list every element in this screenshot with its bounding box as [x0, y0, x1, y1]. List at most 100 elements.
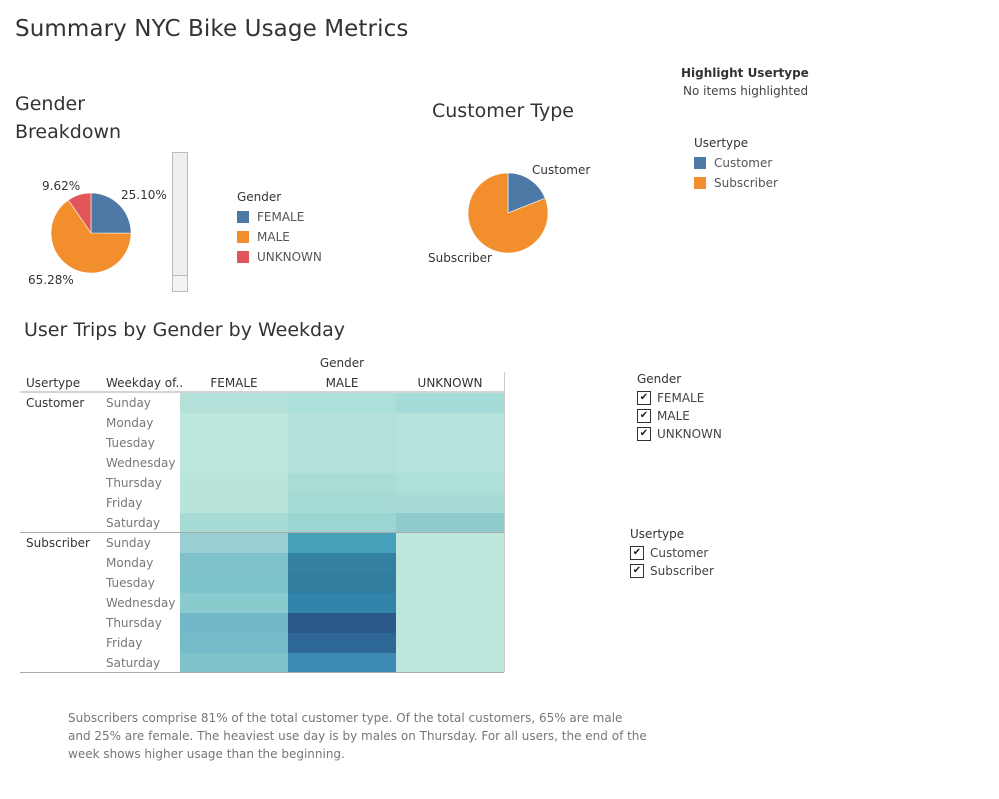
heatmap-cell[interactable] [396, 493, 504, 513]
heatmap-cell[interactable] [396, 513, 504, 533]
gender-breakdown-title-line1: Gender [15, 93, 86, 115]
filter-gender-female[interactable]: ✔ FEMALE [637, 389, 722, 407]
heatmap-cell[interactable] [288, 453, 396, 473]
heatmap-cell[interactable] [180, 453, 288, 473]
legend-label-unknown: UNKNOWN [257, 250, 322, 264]
highlight-usertype[interactable]: Highlight Usertype No items highlighted [681, 66, 809, 98]
dashboard-title: Summary NYC Bike Usage Metrics [15, 16, 409, 42]
pie-label-unknown: 9.62% [42, 179, 80, 193]
filter-gender-unknown[interactable]: ✔ UNKNOWN [637, 425, 722, 443]
heatmap-col-unknown: UNKNOWN [418, 376, 483, 390]
heatmap-cell[interactable] [288, 553, 396, 573]
heatmap-cell[interactable] [288, 513, 396, 533]
heatmap-chart[interactable]: Gender Usertype Weekday of.. FEMALE MALE… [0, 350, 520, 680]
scrollbar-thumb[interactable] [173, 153, 187, 276]
heatmap-cell[interactable] [180, 573, 288, 593]
checkbox-checked-icon[interactable]: ✔ [637, 391, 651, 405]
pie-label-female: 25.10% [121, 188, 167, 202]
heatmap-cell[interactable] [396, 553, 504, 573]
heatmap-cell[interactable] [288, 433, 396, 453]
heatmap-cell[interactable] [396, 433, 504, 453]
heatmap-day-label: Sunday [106, 536, 151, 550]
gender-pie-slice-female[interactable] [90, 192, 132, 234]
heatmap-cell[interactable] [288, 473, 396, 493]
heatmap-day-label: Tuesday [105, 436, 155, 450]
heatmap-cell[interactable] [180, 593, 288, 613]
heatmap-cell[interactable] [180, 633, 288, 653]
usertype-filter: Usertype ✔ Customer ✔ Subscriber [630, 527, 714, 580]
heatmap-col-male: MALE [326, 376, 359, 390]
heatmap-cell[interactable] [288, 393, 396, 413]
filter-usertype-customer[interactable]: ✔ Customer [630, 544, 714, 562]
heatmap-cell[interactable] [180, 613, 288, 633]
heatmap-cell[interactable] [396, 633, 504, 653]
gender-filter: Gender ✔ FEMALE ✔ MALE ✔ UNKNOWN [637, 372, 722, 443]
filter-gender-male[interactable]: ✔ MALE [637, 407, 722, 425]
legend-label-customer: Customer [714, 156, 773, 170]
gender-pie-slice-unknown[interactable] [67, 192, 92, 234]
heatmap-cell[interactable] [288, 533, 396, 553]
heatmap-cell[interactable] [396, 593, 504, 613]
filter-usertype-subscriber[interactable]: ✔ Subscriber [630, 562, 714, 580]
heatmap-cell[interactable] [180, 433, 288, 453]
gender-pie-slices[interactable] [50, 192, 132, 274]
checkbox-checked-icon[interactable]: ✔ [630, 564, 644, 578]
gender-breakdown-title-line2: Breakdown [15, 121, 122, 143]
heatmap-cell[interactable] [288, 653, 396, 673]
heatmap-cell[interactable] [180, 513, 288, 533]
gender-pie-slice-male[interactable] [50, 199, 132, 274]
heatmap-cell[interactable] [180, 653, 288, 673]
legend-item-male[interactable]: MALE [237, 227, 322, 247]
legend-item-unknown[interactable]: UNKNOWN [237, 247, 322, 267]
legend-swatch-male [237, 231, 249, 243]
usertype-legend-title: Usertype [694, 136, 749, 150]
heatmap-cell[interactable] [396, 613, 504, 633]
heatmap-cell[interactable] [180, 393, 288, 413]
heatmap-cell[interactable] [396, 473, 504, 493]
customer-pie-slices[interactable] [467, 172, 549, 254]
heatmap-cell[interactable] [180, 533, 288, 553]
customer-pie-slice-subscriber[interactable] [467, 172, 549, 254]
gender-pie-chart[interactable]: 9.62% 25.10% 65.28% [0, 160, 170, 300]
gender-filter-title: Gender [637, 372, 682, 386]
legend-item-subscriber[interactable]: Subscriber [694, 173, 778, 193]
heatmap-day-label: Monday [106, 556, 153, 570]
heatmap-cell[interactable] [180, 413, 288, 433]
heatmap-cell[interactable] [288, 593, 396, 613]
customer-pie-slice-customer[interactable] [507, 172, 546, 214]
heatmap-cell[interactable] [288, 573, 396, 593]
heatmap-day-label: Thursday [105, 616, 162, 630]
heatmap-cell[interactable] [396, 533, 504, 553]
legend-item-customer[interactable]: Customer [694, 153, 778, 173]
heatmap-row-header-weekday: Weekday of.. [106, 376, 183, 390]
filter-gender-unknown-label: UNKNOWN [657, 427, 722, 441]
heatmap-cell[interactable] [288, 633, 396, 653]
filter-gender-male-label: MALE [657, 409, 690, 423]
heatmap-day-label: Thursday [105, 476, 162, 490]
checkbox-checked-icon[interactable]: ✔ [637, 409, 651, 423]
legend-label-male: MALE [257, 230, 290, 244]
checkbox-checked-icon[interactable]: ✔ [637, 427, 651, 441]
gender-breakdown-title: Gender Breakdown [15, 90, 121, 146]
heatmap-cell[interactable] [288, 413, 396, 433]
summary-caption: Subscribers comprise 81% of the total cu… [68, 711, 647, 761]
heatmap-cell[interactable] [396, 573, 504, 593]
checkbox-checked-icon[interactable]: ✔ [630, 546, 644, 560]
heatmap-cell[interactable] [396, 393, 504, 413]
highlight-title: Highlight Usertype [681, 66, 809, 80]
heatmap-cell[interactable] [180, 553, 288, 573]
highlight-value[interactable]: No items highlighted [683, 84, 809, 98]
heatmap-cell[interactable] [288, 493, 396, 513]
vertical-scrollbar[interactable] [172, 152, 188, 292]
heatmap-day-label: Saturday [106, 516, 160, 530]
customer-type-pie-chart[interactable]: Customer Subscriber [420, 160, 600, 270]
legend-item-female[interactable]: FEMALE [237, 207, 322, 227]
heatmap-col-group-header: Gender [320, 356, 364, 370]
heatmap-cell[interactable] [396, 453, 504, 473]
heatmap-cell[interactable] [180, 473, 288, 493]
heatmap-cell[interactable] [396, 653, 504, 673]
heatmap-cell[interactable] [396, 413, 504, 433]
heatmap-cell[interactable] [180, 493, 288, 513]
heatmap-cells[interactable] [180, 393, 504, 673]
heatmap-cell[interactable] [288, 613, 396, 633]
